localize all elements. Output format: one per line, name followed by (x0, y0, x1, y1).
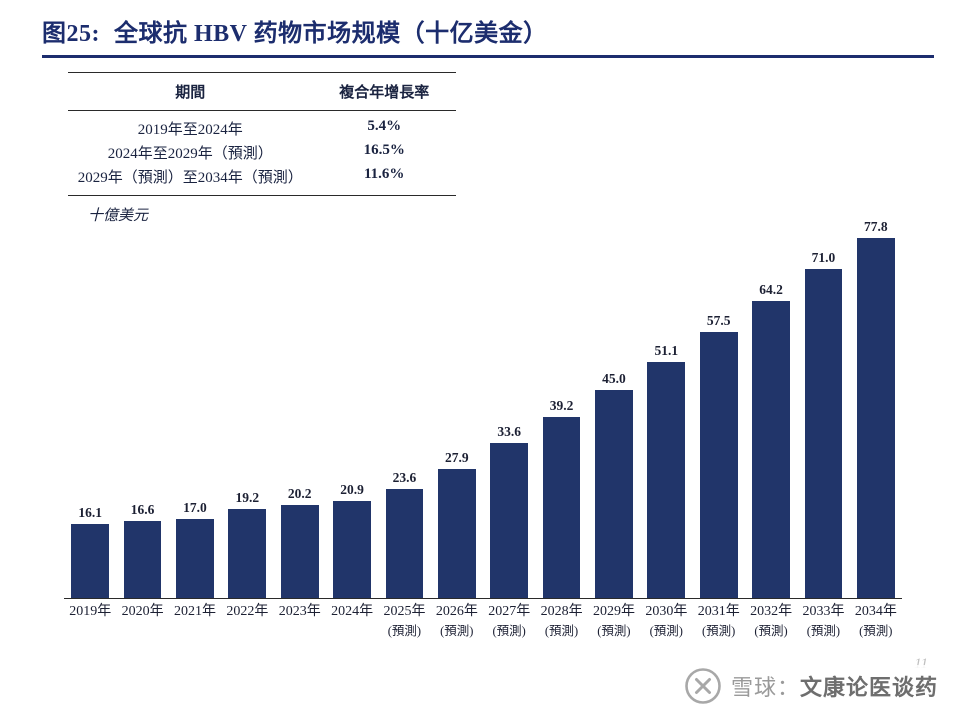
x-axis-label: 2027年 (預測) (488, 604, 531, 639)
x-axis-label: 2034年 (預測) (854, 604, 897, 639)
bar-value-label: 33.6 (497, 424, 521, 439)
bar-group-2026年: 27.9 (431, 450, 483, 598)
bar (228, 509, 267, 598)
bar-value-label: 23.6 (392, 470, 417, 485)
table-row: 2024年至2029年（預測） 16.5% (68, 140, 456, 164)
table-cell-period: 2029年（預測）至2034年（預測） (77, 169, 303, 186)
table-cell-cagr: 16.5% (363, 141, 405, 158)
bar-value-label: 64.2 (759, 282, 783, 297)
table-row: 2029年（預測）至2034年（預測） 11.6% (68, 164, 456, 188)
bar (71, 524, 110, 598)
watermark-text: 雪球：文康论医谈药 (731, 670, 938, 702)
bar (437, 469, 476, 598)
figure-title-text: 全球抗 HBV 药物市场规模（十亿美金） (114, 21, 548, 47)
bar (595, 390, 633, 598)
bar-group-2025年: 23.6 (378, 470, 430, 598)
bar-chart: 16.1 16.6 17.0 19.2 20.2 20.9 23.6 27.9 33.6 39.2… (64, 219, 902, 640)
bar-value-label: 16.6 (130, 502, 155, 517)
y-axis-unit-label: 十億美元 (88, 208, 149, 224)
bar (804, 269, 843, 598)
x-axis: 2019年 2020年 2021年 2022年 2023年 2024年 2025年 (預測) 2… (64, 598, 902, 640)
x-axis-label: 2026年 (預測) (435, 604, 478, 639)
bar-value-label: 45.0 (602, 371, 626, 386)
x-axis-label: 2024年 (331, 604, 374, 619)
x-axis-label: 2023年 (278, 604, 321, 619)
bar (385, 489, 424, 598)
figure-title: 图25: 全球抗 HBV 药物市场规模（十亿美金） (42, 13, 934, 48)
x-axis-label: 2033年 (預測) (802, 604, 845, 639)
bar-group-2027年: 33.6 (483, 424, 535, 598)
bar-value-label: 51.1 (654, 343, 679, 358)
bar (490, 443, 529, 598)
x-axis-label: 2022年 (226, 604, 269, 619)
cagr-table: 期間 複合年增長率 2019年至2024年 5.4% 2024年至2029年（預… (68, 72, 456, 196)
bar-value-label: 19.2 (235, 490, 260, 505)
chart-plot-area: 16.1 16.6 17.0 19.2 20.2 20.9 23.6 27.9 33.6 39.2… (64, 219, 902, 598)
watermark-prefix: 雪球： (730, 675, 800, 700)
bar-group-2019年: 16.1 (64, 505, 116, 598)
x-axis-label: 2029年 (預測) (592, 604, 635, 639)
x-axis-label: 2020年 (121, 604, 164, 619)
bar-group-2022年: 19.2 (221, 490, 273, 598)
watermark-name: 文康论医谈药 (799, 675, 938, 700)
bar (699, 332, 738, 598)
table-header-row: 期間 複合年增長率 (68, 72, 456, 111)
bar-group-2021年: 17.0 (169, 500, 221, 598)
bar (647, 362, 686, 598)
table-cell-period: 2019年至2024年 (137, 121, 243, 138)
bar-group-2020年: 16.6 (116, 502, 168, 598)
x-axis-label: 2031年 (預測) (697, 604, 740, 639)
x-axis-label: 2028年 (預測) (540, 604, 583, 639)
title-divider (42, 55, 934, 58)
table-header-cagr: 複合年增長率 (339, 85, 430, 101)
x-axis-label: 2025年 (預測) (383, 604, 426, 639)
bar-group-2029年: 45.0 (588, 371, 640, 598)
table-cell-cagr: 5.4% (367, 117, 402, 134)
bar-value-label: 77.8 (864, 219, 888, 234)
bar-value-label: 71.0 (811, 250, 836, 265)
bar-value-label: 39.2 (549, 398, 574, 413)
bar-value-label: 57.5 (706, 313, 731, 328)
x-axis-label: 2021年 (173, 604, 216, 619)
bar-value-label: 16.1 (78, 505, 102, 520)
x-axis-label: 2030年 (預測) (645, 604, 688, 639)
bar-group-2033年: 71.0 (797, 250, 849, 598)
bar (856, 238, 895, 598)
bar (280, 505, 319, 598)
xueqiu-logo-icon (684, 667, 722, 705)
bar-value-label: 27.9 (445, 450, 469, 465)
x-axis-label: 2032年 (預測) (750, 604, 793, 639)
bar-group-2032年: 64.2 (745, 282, 797, 598)
figure-number: 图25: (42, 21, 100, 47)
bar-value-label: 17.0 (183, 500, 207, 515)
bar-group-2028年: 39.2 (535, 398, 587, 598)
bar-group-2030年: 51.1 (640, 343, 692, 598)
bar (123, 521, 162, 598)
x-axis-label: 2019年 (69, 604, 112, 619)
bar (176, 519, 214, 598)
bar (542, 417, 581, 598)
bar-value-label: 20.9 (340, 482, 364, 497)
table-row: 2019年至2024年 5.4% (68, 116, 456, 140)
bar (333, 501, 371, 598)
table-cell-cagr: 11.6% (363, 165, 405, 182)
bar-group-2034年: 77.8 (850, 219, 902, 598)
table-header-period: 期間 (175, 85, 206, 101)
table-cell-period: 2024年至2029年（預測） (107, 145, 273, 162)
bar-value-label: 20.2 (287, 486, 312, 501)
bar (752, 301, 790, 598)
bar-group-2023年: 20.2 (274, 486, 326, 598)
watermark: 雪球：文康论医谈药 (679, 665, 942, 707)
bar-group-2031年: 57.5 (693, 313, 745, 598)
bar-group-2024年: 20.9 (326, 482, 378, 598)
table-body: 2019年至2024年 5.4% 2024年至2029年（預測） 16.5% 2… (68, 111, 456, 196)
